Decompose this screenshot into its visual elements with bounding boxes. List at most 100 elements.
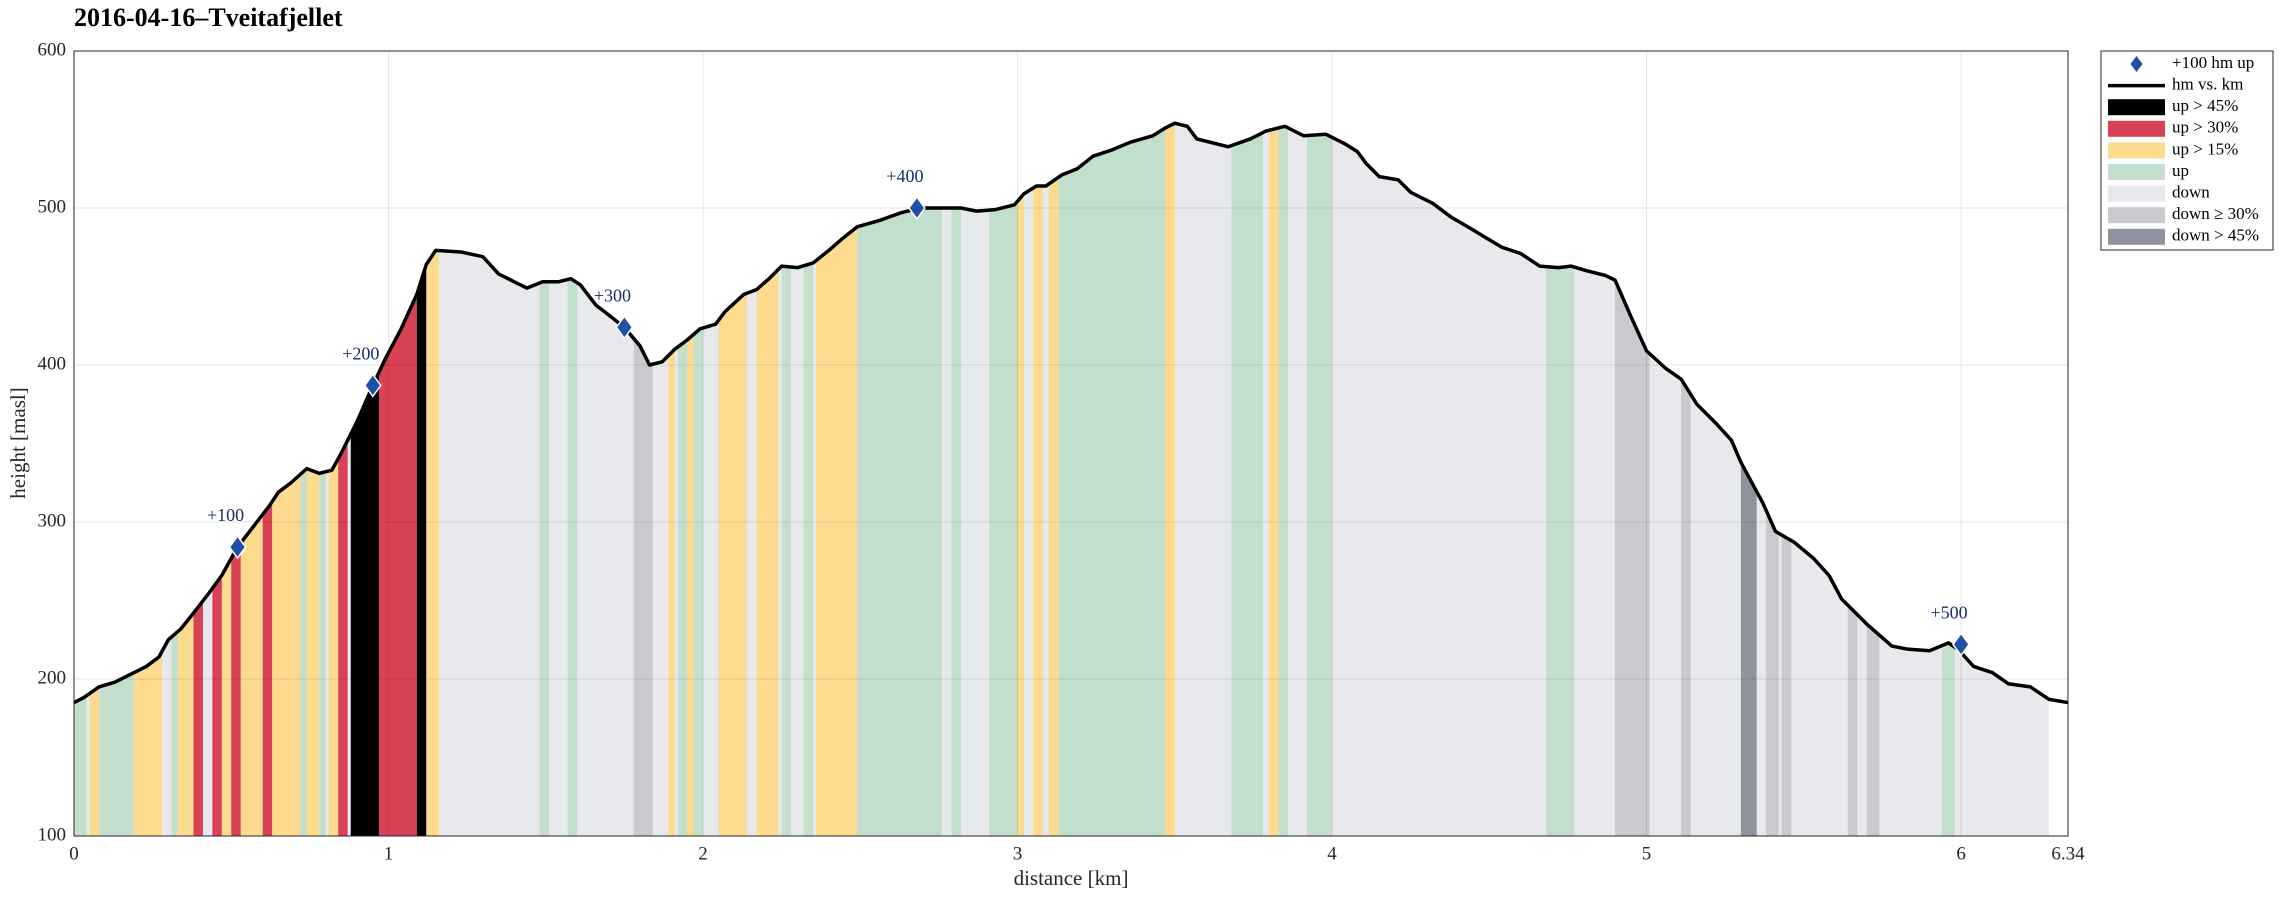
band-span (89, 123, 100, 836)
band-span (221, 123, 232, 836)
x-axis-label: distance [km] (1014, 866, 1129, 890)
legend-label: down > 45% (2172, 226, 2259, 245)
band-span (1866, 123, 1880, 836)
y-tick-label: 500 (38, 196, 67, 217)
legend-label: hm vs. km (2172, 75, 2243, 94)
x-tick-label: 1 (384, 843, 394, 864)
x-tick-label: 0 (69, 843, 79, 864)
band-span (1847, 123, 1858, 836)
band-span (989, 123, 1018, 836)
legend-swatch (2108, 99, 2165, 116)
band-span (567, 123, 578, 836)
marker (363, 373, 382, 398)
marker-label: +300 (594, 285, 631, 305)
band-span (539, 123, 549, 836)
y-axis-label: height [masl] (6, 387, 30, 498)
band-span (718, 123, 748, 836)
band-span (1017, 123, 1024, 836)
legend-label: down (2172, 183, 2210, 202)
band-span (306, 123, 320, 836)
band-span (633, 123, 653, 836)
legend-swatch (2108, 142, 2165, 159)
marker (1952, 632, 1970, 657)
band-span (1942, 123, 1955, 836)
band-span (668, 123, 675, 836)
marker (615, 315, 634, 340)
band-span (328, 123, 339, 836)
band-span (272, 123, 301, 836)
band-span (1033, 123, 1043, 836)
legend-label: down ≥ 30% (2172, 204, 2259, 223)
band-span (1058, 123, 1166, 836)
x-tick-label: 6 (1956, 843, 1966, 864)
band-span (171, 123, 178, 836)
chart-title: 2016-04-16–Tveitafjellet (74, 3, 343, 32)
x-tick-label: 6.34 (2051, 843, 2085, 864)
marker-label: +100 (207, 505, 244, 525)
legend-label: up (2172, 161, 2189, 180)
plot: +100 +200 +300 +400 +500 (73, 121, 2069, 705)
legend-swatch (2108, 164, 2165, 180)
legend-swatch (2108, 185, 2165, 202)
band-span (1231, 123, 1263, 836)
legend-marker (2130, 56, 2143, 72)
marker-label: +400 (886, 166, 923, 186)
band-span (1545, 123, 1575, 836)
marker (907, 195, 926, 221)
band-span (951, 123, 961, 836)
x-tick-label: 4 (1327, 843, 1337, 864)
plot-frame (73, 50, 2069, 837)
band-span (379, 123, 417, 836)
band-span (1681, 123, 1691, 836)
band-span (350, 123, 380, 836)
legend-label: up > 15% (2172, 139, 2238, 158)
legend-label: +100 hm up (2172, 53, 2254, 72)
band-span (1278, 123, 1289, 836)
legend-swatch (2108, 228, 2165, 245)
band-span (816, 123, 858, 836)
band-span (74, 123, 87, 836)
y-tick-label: 100 (38, 824, 67, 845)
band-span (212, 123, 222, 836)
x-tick-label: 5 (1642, 843, 1652, 864)
band-span (1766, 123, 1779, 836)
legend-label: up > 45% (2172, 96, 2238, 115)
band-span (857, 123, 943, 836)
band-span (240, 123, 263, 836)
band-span (803, 123, 814, 836)
legend-swatch (2108, 120, 2165, 137)
band-span (781, 123, 792, 836)
legend-label: up > 30% (2172, 118, 2238, 137)
band-span (99, 123, 134, 836)
x-tick-label: 3 (1013, 843, 1023, 864)
band-span (426, 123, 439, 836)
y-tick-label: 200 (38, 667, 67, 688)
band-span (1306, 123, 1333, 836)
band-span (262, 123, 273, 836)
band-span (687, 123, 694, 836)
band-span (1269, 123, 1279, 836)
bands (74, 123, 2050, 836)
band-span (1781, 123, 1792, 836)
band-span (338, 123, 348, 836)
band-span (231, 123, 241, 836)
legend: +100 hm up hm vs. km up > 45% up > 30% up > … (2108, 53, 2259, 245)
band-span (416, 123, 427, 836)
band-span (693, 123, 704, 836)
y-tick-label: 400 (38, 353, 67, 374)
marker-label: +200 (342, 344, 379, 364)
band-span (1165, 123, 1175, 836)
band-span (1740, 123, 1757, 836)
y-tick-label: 300 (38, 510, 67, 531)
band-span (677, 123, 688, 836)
band-span (300, 123, 307, 836)
band-span (1048, 123, 1059, 836)
band-span (193, 123, 203, 836)
x-tick-label: 2 (698, 843, 708, 864)
band-span (756, 123, 779, 836)
legend-swatch (2108, 207, 2165, 224)
y-tick-label: 600 (38, 39, 67, 60)
band-span (133, 123, 163, 836)
